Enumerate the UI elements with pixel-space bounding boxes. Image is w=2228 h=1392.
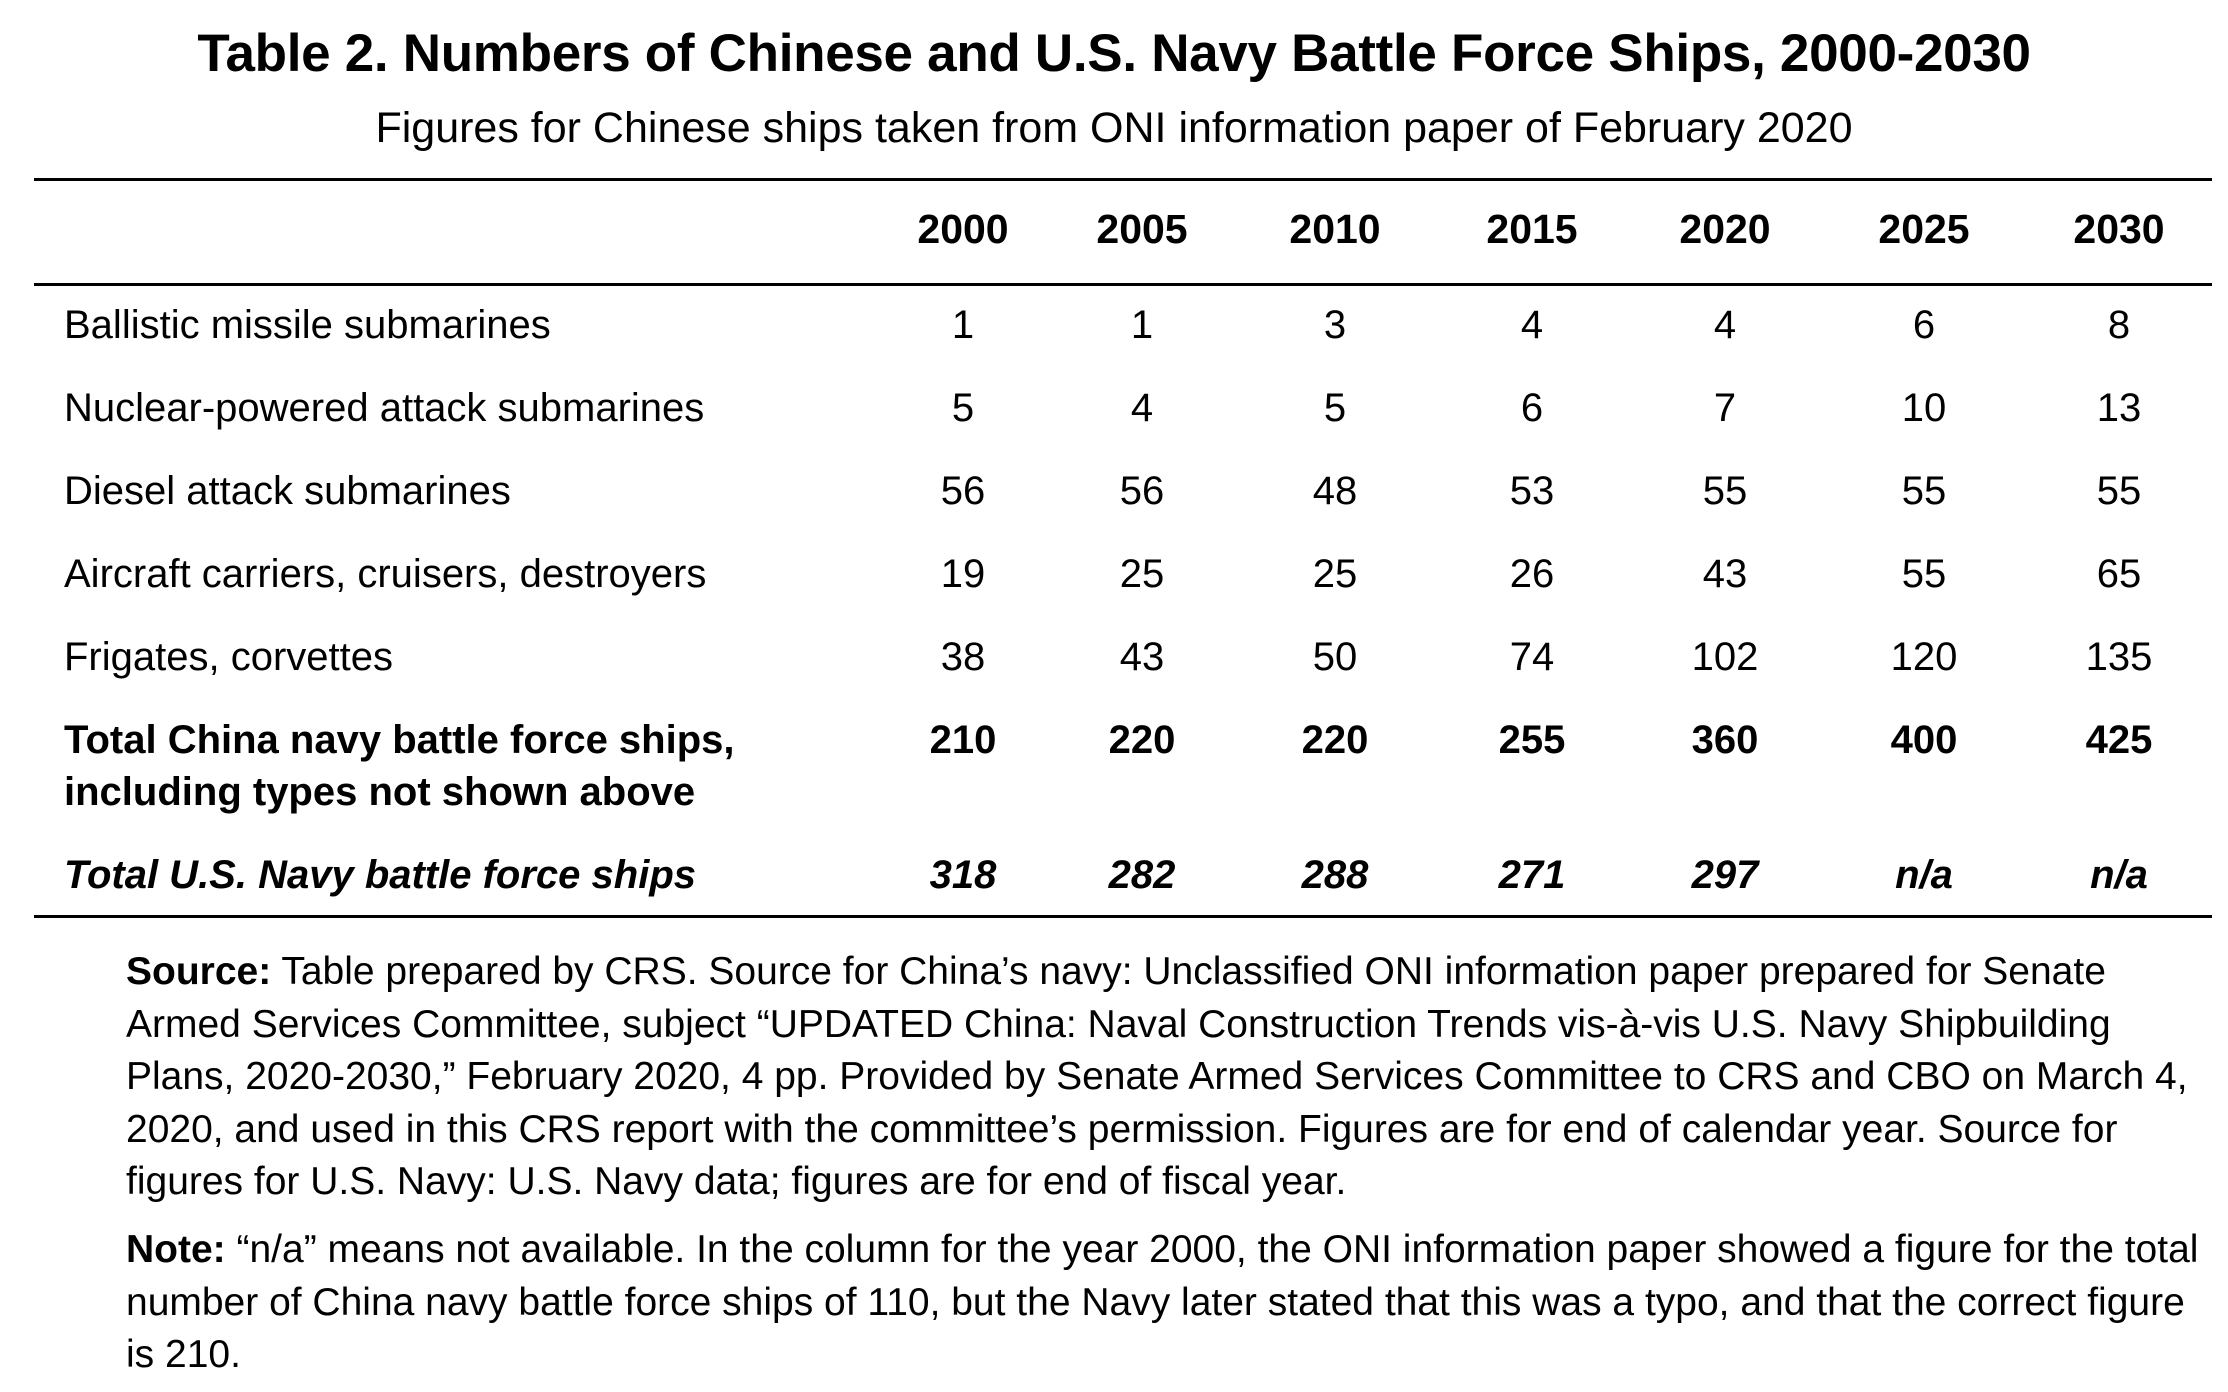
table-cell: 4: [1520, 303, 1544, 347]
column-header-year: 2015: [1486, 206, 1578, 252]
table-cell: 43: [1119, 635, 1165, 679]
table-cell: 38: [940, 635, 986, 679]
table-title: Table 2. Numbers of Chinese and U.S. Nav…: [197, 24, 2031, 83]
column-header-year: 2010: [1289, 206, 1381, 252]
column-header-year: 2005: [1096, 206, 1188, 252]
table-cell: 43: [1702, 552, 1748, 596]
table-cell: 3: [1323, 303, 1347, 347]
table-cell: 6: [1912, 303, 1936, 347]
total-us-cell: n/a: [1895, 853, 1953, 897]
total-china-cell: 360: [1691, 718, 1759, 762]
row-label: Ballistic missile submarines: [64, 303, 551, 347]
table-cell: 48: [1312, 469, 1358, 513]
total-us-cell: 288: [1301, 853, 1369, 897]
header-rule: [34, 283, 2212, 286]
total-us-label: Total U.S. Navy battle force ships: [64, 853, 697, 897]
row-label: Diesel attack submarines: [64, 469, 511, 513]
table-cell: 55: [2096, 469, 2142, 513]
total-china-label: Total China navy battle force ships, incl…: [64, 714, 735, 818]
table-cell: 56: [1119, 469, 1165, 513]
note-heading: Note:: [126, 1228, 226, 1271]
source-text: Table prepared by CRS. Source for China’…: [126, 950, 2188, 1203]
table-cell: 50: [1312, 635, 1358, 679]
row-label: Frigates, corvettes: [64, 635, 394, 679]
table-cell: 8: [2107, 303, 2131, 347]
total-us-cell: 318: [929, 853, 997, 897]
row-label: Aircraft carriers, cruisers, destroyers: [64, 552, 707, 596]
table-cell: 135: [2085, 635, 2153, 679]
total-china-cell: 220: [1108, 718, 1176, 762]
total-china-cell: 255: [1498, 718, 1566, 762]
total-us-cell: 282: [1108, 853, 1176, 897]
source-note: Source: Table prepared by CRS. Source fo…: [126, 946, 2216, 1209]
table-cell: 55: [1901, 469, 1947, 513]
table-cell: 25: [1119, 552, 1165, 596]
table-subtitle: Figures for Chinese ships taken from ONI…: [375, 104, 1853, 152]
total-china-label-line2: including types not shown above: [64, 770, 696, 814]
table-cell: 4: [1713, 303, 1737, 347]
table-cell: 26: [1509, 552, 1555, 596]
table-cell: 25: [1312, 552, 1358, 596]
table-cell: 74: [1509, 635, 1555, 679]
total-us-cell: n/a: [2090, 853, 2148, 897]
total-china-cell: 425: [2085, 718, 2153, 762]
table-cell: 1: [951, 303, 975, 347]
total-china-cell: 220: [1301, 718, 1369, 762]
note-paragraph: Note: “n/a” means not available. In the …: [126, 1224, 2216, 1382]
table-cell: 1: [1130, 303, 1154, 347]
column-header-year: 2000: [917, 206, 1009, 252]
column-header-year: 2025: [1878, 206, 1970, 252]
total-us-cell: 271: [1498, 853, 1566, 897]
table-cell: 13: [2096, 386, 2142, 430]
table-cell: 102: [1691, 635, 1759, 679]
bottom-rule: [34, 915, 2212, 918]
table-cell: 65: [2096, 552, 2142, 596]
table-cell: 56: [940, 469, 986, 513]
total-china-cell: 210: [929, 718, 997, 762]
table-cell: 7: [1713, 386, 1737, 430]
total-china-label-line1: Total China navy battle force ships,: [64, 718, 735, 762]
table-cell: 5: [1323, 386, 1347, 430]
table-cell: 6: [1520, 386, 1544, 430]
source-heading: Source:: [126, 950, 272, 993]
row-label: Nuclear-powered attack submarines: [64, 386, 705, 430]
table-cell: 10: [1901, 386, 1947, 430]
table-cell: 4: [1130, 386, 1154, 430]
column-header-year: 2020: [1679, 206, 1771, 252]
column-header-year: 2030: [2073, 206, 2165, 252]
total-china-cell: 400: [1890, 718, 1958, 762]
table-cell: 55: [1901, 552, 1947, 596]
table-cell: 19: [940, 552, 986, 596]
table-cell: 5: [951, 386, 975, 430]
table-cell: 53: [1509, 469, 1555, 513]
total-us-cell: 297: [1691, 853, 1759, 897]
top-rule: [34, 178, 2212, 181]
table-cell: 120: [1890, 635, 1958, 679]
table-cell: 55: [1702, 469, 1748, 513]
note-text: “n/a” means not available. In the column…: [126, 1228, 2199, 1376]
